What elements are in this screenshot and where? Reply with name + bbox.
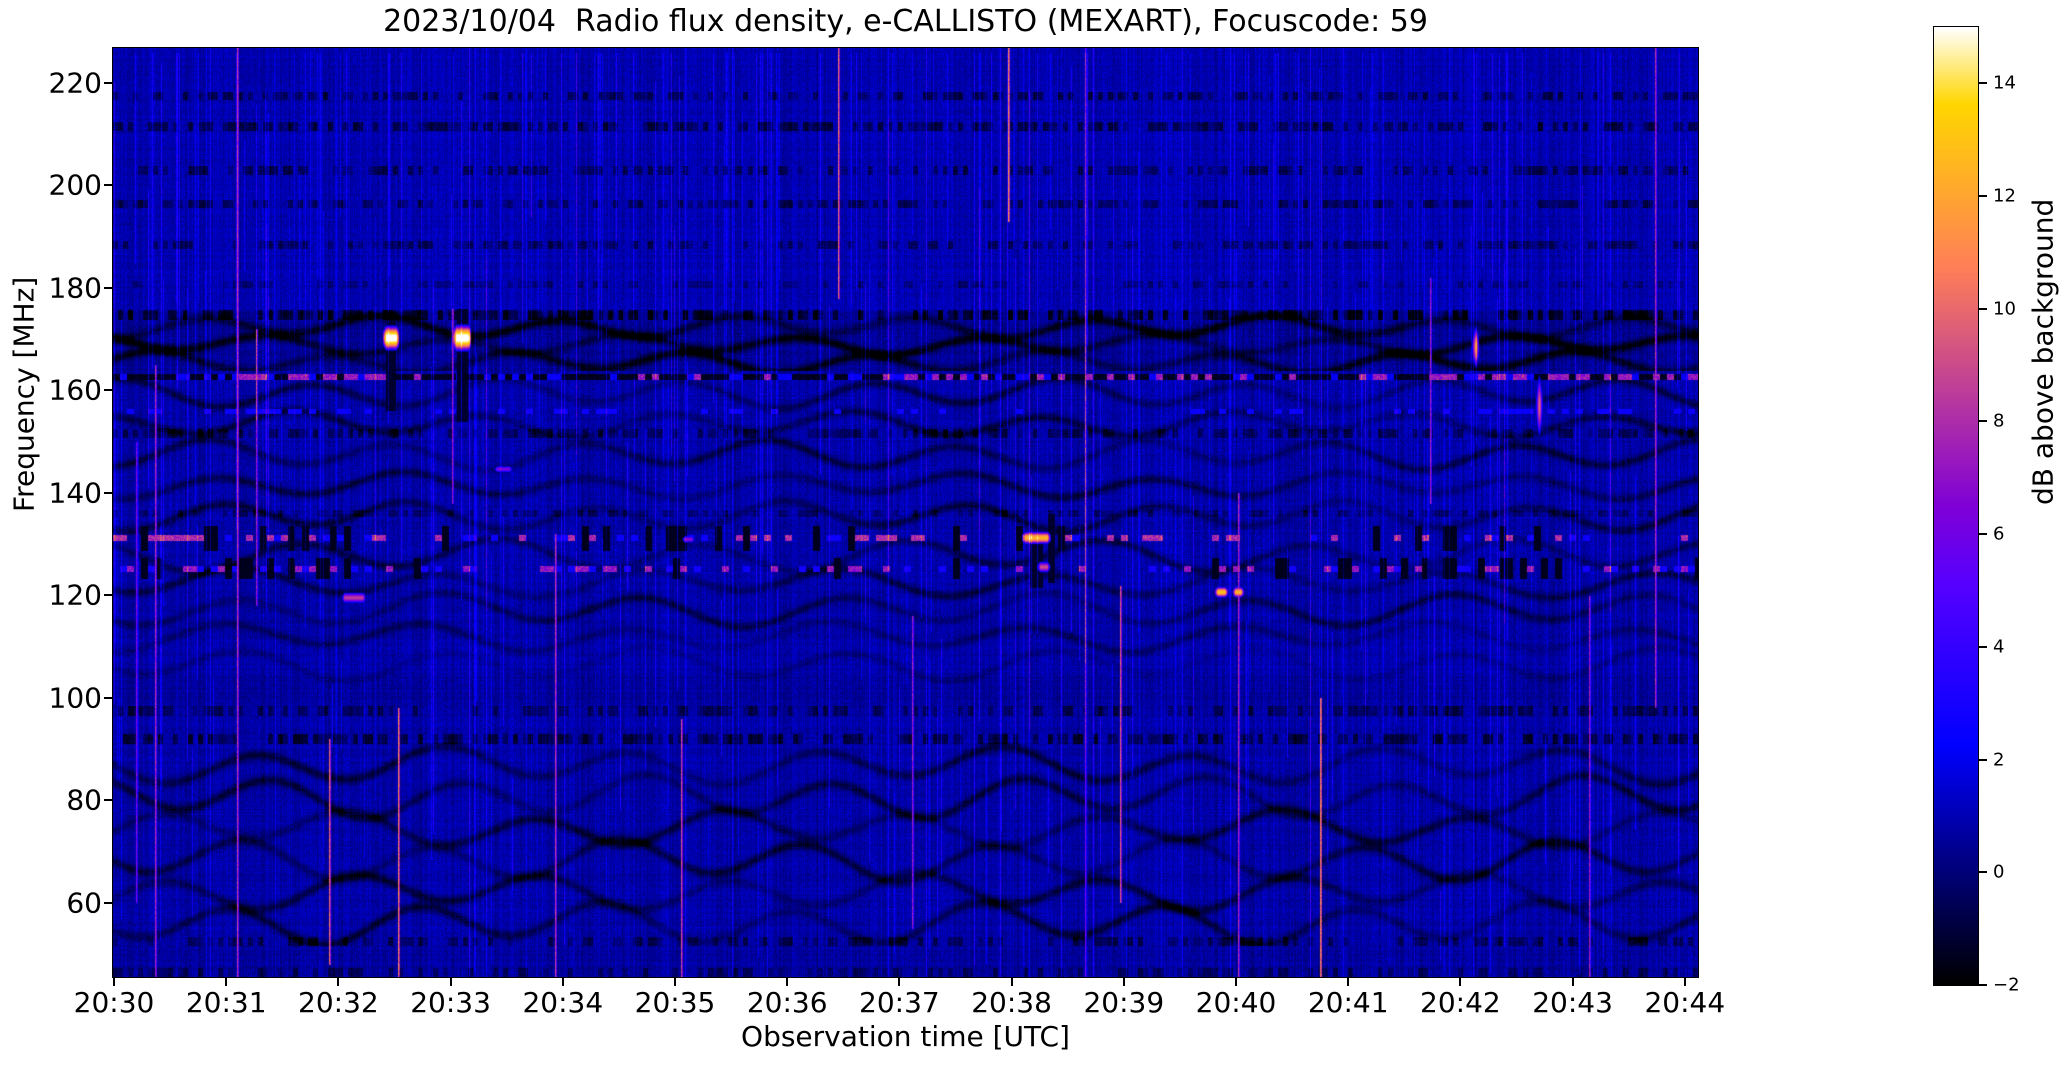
x-tick-mark (1010, 978, 1013, 986)
y-tick-label: 60 (66, 886, 102, 920)
y-tick-label: 220 (48, 66, 102, 100)
y-tick-mark (104, 799, 112, 802)
y-tick-label: 160 (48, 373, 102, 407)
colorbar-tick-mark (1979, 307, 1987, 310)
y-tick-mark (104, 286, 112, 289)
x-tick-mark (674, 978, 676, 986)
colorbar-tick-label: 12 (1993, 185, 2016, 207)
colorbar-tick-mark (1979, 645, 1987, 648)
x-tick-mark (113, 978, 115, 986)
x-axis-label: Observation time [UTC] (741, 1020, 1070, 1053)
x-tick-label: 20:34 (522, 986, 604, 1019)
x-tick-label: 20:41 (1307, 986, 1389, 1019)
x-tick-mark (1571, 978, 1574, 986)
x-tick-label: 20:39 (1083, 986, 1165, 1019)
x-tick-mark (1122, 978, 1125, 986)
x-tick-label: 20:43 (1532, 986, 1613, 1019)
colorbar-tick-label: −2 (1993, 974, 2020, 996)
x-tick-label: 20:35 (634, 986, 716, 1019)
colorbar-tick-mark (1979, 533, 1987, 536)
colorbar-tick-label: 2 (1993, 749, 2005, 771)
colorbar-tick-mark (1979, 871, 1987, 874)
x-tick-mark (1235, 978, 1237, 986)
x-tick-mark (1459, 978, 1462, 986)
x-tick-label: 20:31 (185, 986, 267, 1019)
y-tick-label: 180 (48, 271, 102, 305)
x-tick-mark (561, 978, 564, 986)
x-tick-mark (1683, 978, 1686, 986)
y-tick-label: 140 (48, 476, 102, 510)
x-tick-mark (449, 978, 452, 986)
colorbar-tick-mark (1979, 195, 1987, 198)
colorbar-tick-label: 10 (1993, 298, 2016, 320)
colorbar-tick-label: 0 (1993, 861, 2005, 883)
y-tick-mark (104, 184, 112, 187)
y-tick-mark (104, 81, 112, 84)
x-tick-label: 20:32 (298, 986, 379, 1019)
x-tick-mark (337, 978, 340, 986)
colorbar-tick-label: 4 (1993, 636, 2005, 658)
x-tick-mark (225, 978, 228, 986)
x-tick-label: 20:30 (73, 986, 155, 1019)
x-tick-label: 20:36 (746, 986, 828, 1019)
x-tick-mark (1347, 978, 1350, 986)
colorbar-tick-mark (1979, 82, 1987, 85)
x-tick-label: 20:37 (859, 986, 940, 1019)
y-tick-label: 80 (66, 783, 102, 817)
spectrogram-canvas (112, 47, 1699, 978)
colorbar-tick-mark (1979, 758, 1987, 761)
y-tick-mark (104, 594, 112, 597)
x-tick-mark (898, 978, 901, 986)
colorbar-tick-mark (1979, 984, 1987, 986)
x-tick-mark (786, 978, 789, 986)
y-tick-mark (104, 696, 112, 699)
page-title: 2023/10/04 Radio flux density, e-CALLIST… (383, 4, 1428, 39)
y-tick-mark (104, 901, 112, 904)
colorbar-tick-label: 14 (1993, 72, 2016, 94)
y-tick-mark (104, 389, 112, 392)
x-tick-label: 20:40 (1195, 986, 1277, 1019)
y-tick-label: 120 (48, 578, 102, 612)
colorbar-tick-mark (1979, 420, 1987, 423)
x-tick-label: 20:38 (971, 986, 1052, 1019)
colorbar-tick-label: 8 (1993, 410, 2005, 432)
y-tick-label: 100 (48, 681, 102, 715)
y-tick-label: 200 (48, 168, 102, 202)
x-tick-label: 20:42 (1420, 986, 1501, 1019)
colorbar-canvas (1933, 26, 1979, 986)
y-tick-mark (104, 491, 112, 494)
x-tick-label: 20:44 (1644, 986, 1726, 1019)
x-tick-label: 20:33 (410, 986, 491, 1019)
colorbar-tick-label: 6 (1993, 523, 2005, 545)
